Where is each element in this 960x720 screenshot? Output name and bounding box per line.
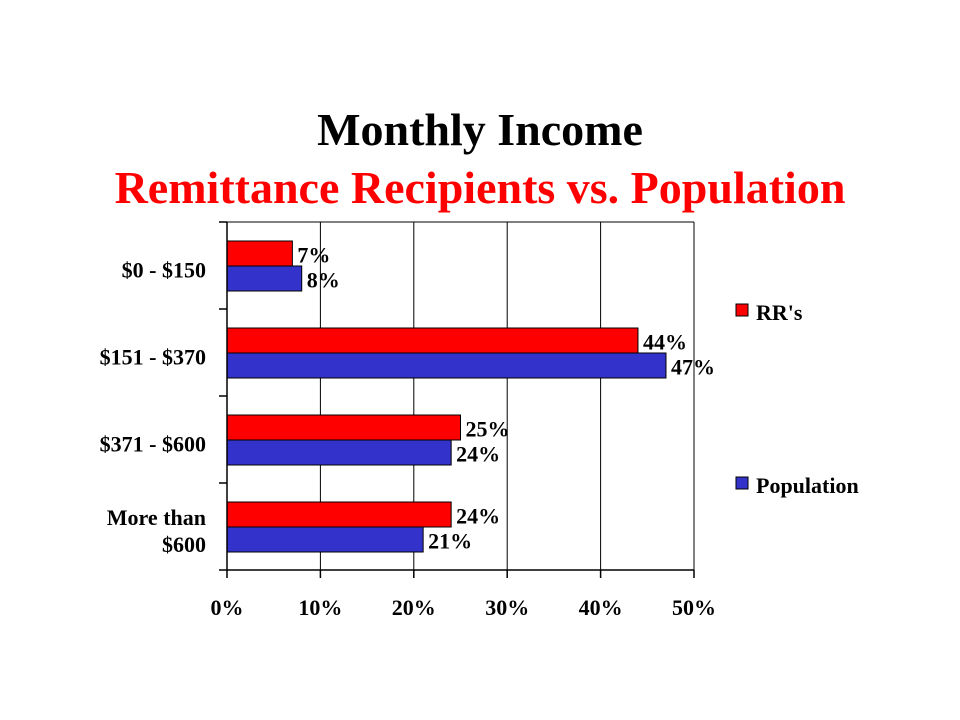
data-label: 21% xyxy=(428,529,472,554)
data-label: 24% xyxy=(456,504,500,529)
legend-label: RR's xyxy=(756,300,803,325)
category-label: More than xyxy=(107,505,206,530)
slide-title: Monthly Income Remittance Recipients vs.… xyxy=(0,101,960,217)
subtitle-text: Remittance Recipients vs. Population xyxy=(114,161,846,213)
data-label: 8% xyxy=(307,268,340,293)
axes: $0 - $150 $151 - $370 $371 - $600 More than… xyxy=(100,221,716,620)
data-label: 47% xyxy=(671,355,715,380)
bar xyxy=(226,240,293,267)
data-labels: 7%8%44%47%25%24%24%21% xyxy=(297,243,715,554)
data-label: 44% xyxy=(643,330,687,355)
x-tick-label: 50% xyxy=(672,595,716,620)
category-label: $0 - $150 xyxy=(122,258,206,283)
data-label: 7% xyxy=(297,243,330,268)
legend-label: Population xyxy=(756,473,859,498)
title-text: Monthly Income xyxy=(317,103,643,155)
bar xyxy=(226,327,639,354)
bar xyxy=(226,352,667,379)
category-label: $151 - $370 xyxy=(100,345,206,370)
bar xyxy=(226,526,424,553)
x-tick-label: 20% xyxy=(392,595,436,620)
bar xyxy=(226,439,452,466)
bar xyxy=(226,265,303,292)
bars xyxy=(226,240,667,553)
x-tick-label: 40% xyxy=(579,595,623,620)
legend-swatch xyxy=(735,476,749,490)
x-tick-label: 10% xyxy=(298,595,342,620)
x-tick-label: 30% xyxy=(485,595,529,620)
data-label: 25% xyxy=(466,417,510,442)
legend-swatch xyxy=(735,303,749,317)
bar xyxy=(226,414,461,441)
legend: RR's Population xyxy=(735,300,859,498)
bar xyxy=(226,501,452,528)
data-label: 24% xyxy=(456,442,500,467)
x-tick-label: 0% xyxy=(211,595,244,620)
category-label: $371 - $600 xyxy=(100,432,206,457)
category-label: $600 xyxy=(162,532,206,557)
